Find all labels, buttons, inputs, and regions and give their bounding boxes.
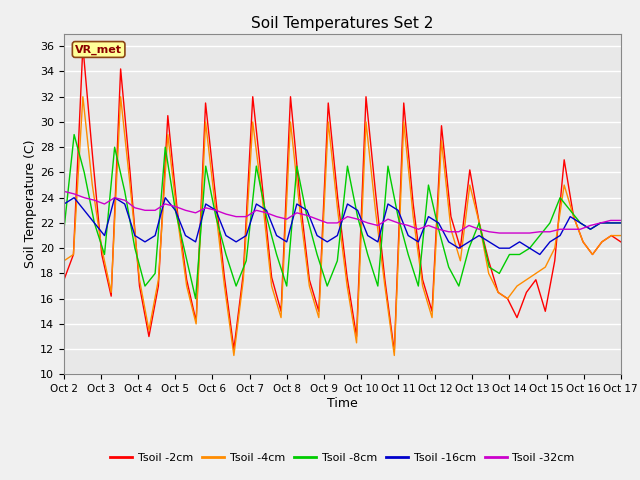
X-axis label: Time: Time	[327, 397, 358, 410]
Title: Soil Temperatures Set 2: Soil Temperatures Set 2	[252, 16, 433, 31]
Y-axis label: Soil Temperature (C): Soil Temperature (C)	[24, 140, 37, 268]
Text: VR_met: VR_met	[75, 44, 122, 55]
Legend: Tsoil -2cm, Tsoil -4cm, Tsoil -8cm, Tsoil -16cm, Tsoil -32cm: Tsoil -2cm, Tsoil -4cm, Tsoil -8cm, Tsoi…	[106, 448, 579, 467]
